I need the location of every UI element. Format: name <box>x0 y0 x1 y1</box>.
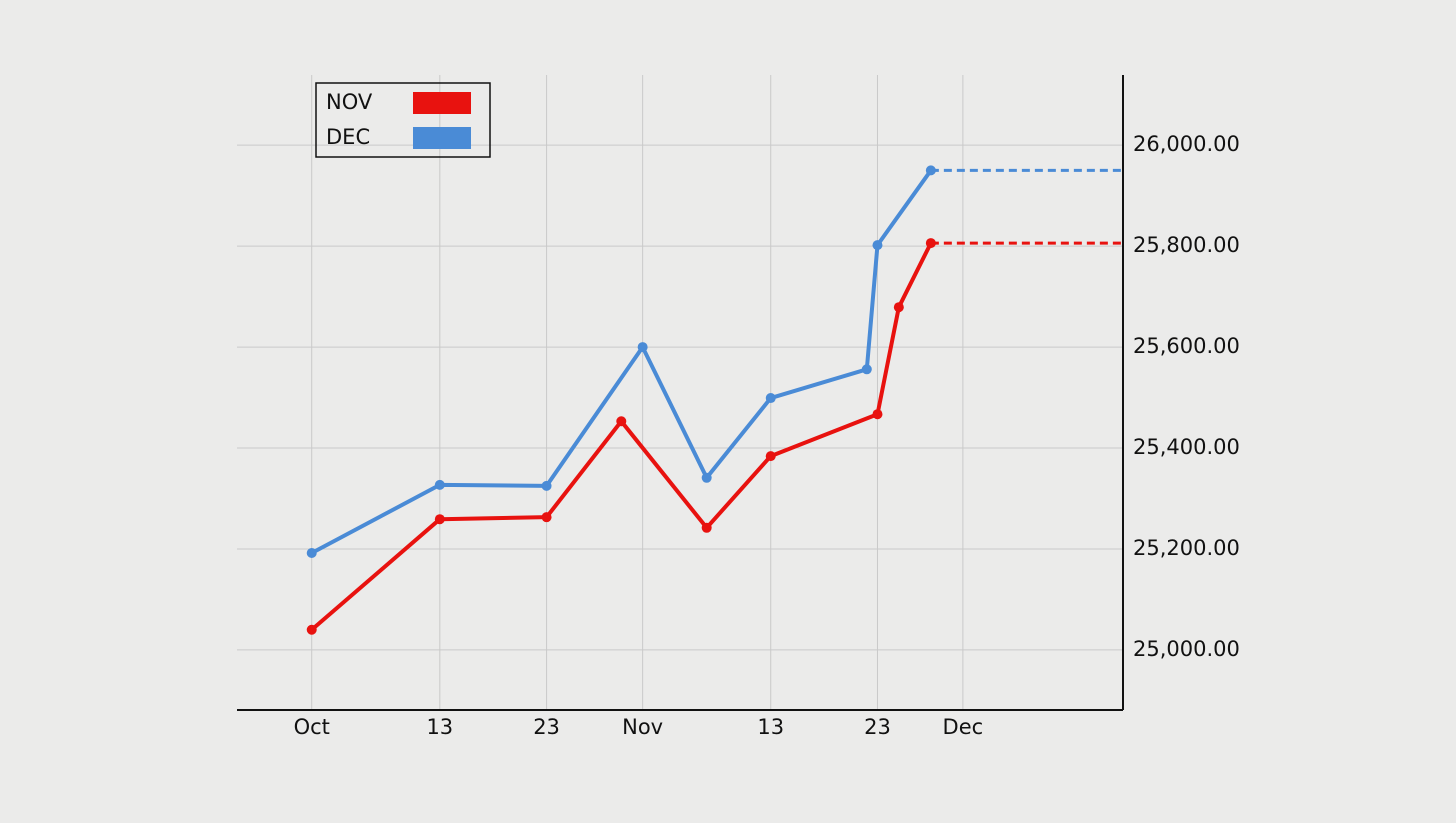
data-point <box>893 302 904 313</box>
legend-box <box>315 82 491 158</box>
data-point <box>861 364 872 375</box>
legend-swatch <box>413 92 471 114</box>
data-point <box>701 522 712 533</box>
legend-label: DEC <box>326 125 370 149</box>
data-point <box>925 165 936 176</box>
data-point <box>616 416 627 427</box>
data-point <box>637 342 648 353</box>
y-tick-label: 25,200.00 <box>1133 536 1240 560</box>
x-tick-label: Nov <box>622 715 663 739</box>
data-point <box>765 451 776 462</box>
y-tick-label: 25,400.00 <box>1133 435 1240 459</box>
x-tick-label: 23 <box>864 715 891 739</box>
data-point <box>434 479 445 490</box>
x-tick-label: Dec <box>943 715 984 739</box>
data-point <box>306 548 317 559</box>
data-point <box>306 624 317 635</box>
y-tick-label: 26,000.00 <box>1133 132 1240 156</box>
data-point <box>872 409 883 420</box>
legend-label: NOV <box>326 90 373 114</box>
y-tick-label: 25,800.00 <box>1133 233 1240 257</box>
data-point <box>541 480 552 491</box>
legend-swatch <box>413 127 471 149</box>
data-point <box>872 240 883 251</box>
data-point <box>434 514 445 525</box>
data-point <box>925 238 936 249</box>
x-tick-label: Oct <box>294 715 330 739</box>
x-tick-label: 13 <box>757 715 784 739</box>
x-tick-label: 13 <box>426 715 453 739</box>
data-point <box>541 512 552 523</box>
data-point <box>701 472 712 483</box>
y-tick-label: 25,600.00 <box>1133 334 1240 358</box>
x-tick-label: 23 <box>533 715 560 739</box>
data-point <box>765 393 776 404</box>
y-tick-label: 25,000.00 <box>1133 637 1240 661</box>
